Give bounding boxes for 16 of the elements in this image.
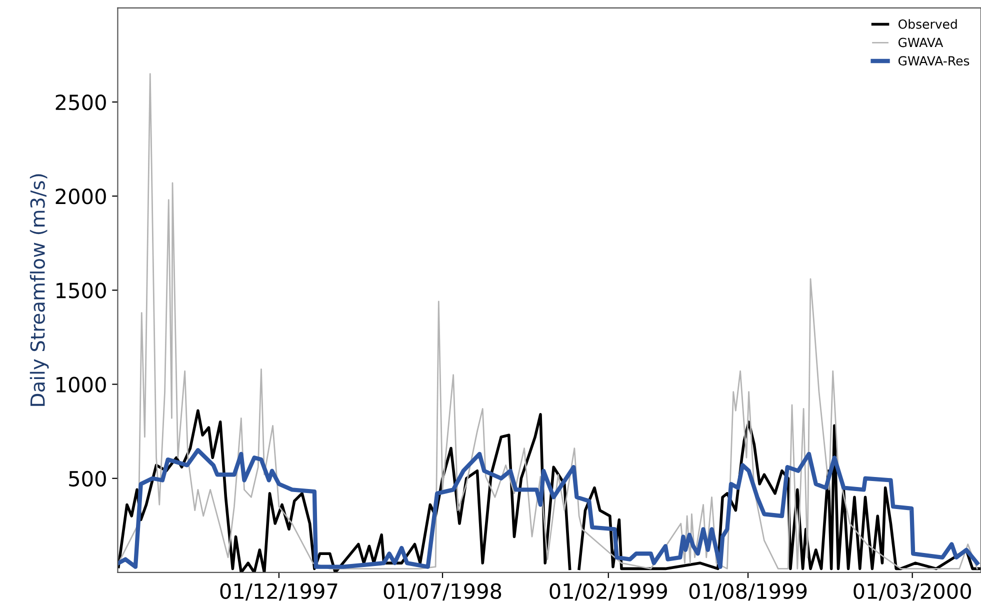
- y-tick-label: 500: [69, 470, 106, 487]
- x-tick-label: 01/12/1997: [220, 583, 338, 601]
- x-tick-label: 01/03/2000: [854, 583, 971, 601]
- y-tick-label: 2000: [56, 188, 106, 204]
- x-tick-label: 01/02/1999: [550, 583, 667, 601]
- y-tick-label: 2500: [56, 94, 106, 110]
- line-series: [118, 73, 978, 570]
- y-axis-title: Daily Streamflow (m3/s): [30, 174, 49, 406]
- x-tick-label: 01/07/1998: [384, 583, 502, 601]
- x-tick-label: 01/08/1999: [689, 583, 807, 601]
- legend-label: GWAVA: [898, 38, 944, 48]
- line-series: [118, 448, 980, 569]
- legend-label: Observed: [898, 19, 957, 29]
- y-tick-label: 1000: [56, 376, 106, 392]
- legend-label: GWAVA-Res: [898, 56, 970, 66]
- y-tick-label: 1500: [56, 282, 106, 298]
